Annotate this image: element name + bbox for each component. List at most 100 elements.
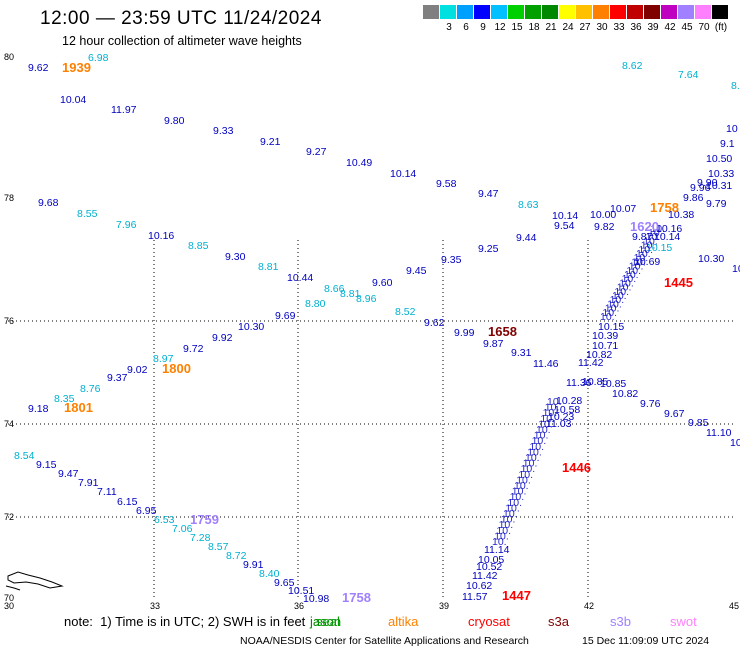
- wave-height-label: 9.30: [225, 251, 246, 263]
- wave-height-label: 6.53: [154, 514, 175, 526]
- wave-height-label: 10.51: [288, 585, 314, 597]
- pass-time-label: 1801: [64, 400, 93, 415]
- wave-height-label-overlap: 10.: [505, 502, 520, 514]
- wave-height-label: 10.85: [582, 376, 608, 388]
- wave-height-label: 10.23: [548, 411, 574, 423]
- legend-swot: swot: [670, 614, 697, 629]
- pass-time-label: 1758: [342, 590, 371, 605]
- wave-height-label: 9.02: [127, 364, 148, 376]
- pass-time-label: 1447: [502, 588, 531, 603]
- wave-height-label: 10.98: [303, 593, 329, 605]
- wave-height-label: 10.30: [698, 253, 724, 265]
- wave-height-label: 10.30: [238, 321, 264, 333]
- wave-height-label-overlap: 10.: [521, 463, 536, 475]
- wave-height-label-overlap: 10.: [619, 277, 634, 289]
- lat-tick-label: 78: [4, 193, 14, 203]
- wave-height-label-overlap: 10.: [610, 294, 625, 306]
- pass-time-label: 1658: [488, 324, 517, 339]
- scale-swatch: [712, 5, 728, 19]
- page-subtitle: 12 hour collection of altimeter wave hei…: [62, 34, 302, 48]
- wave-height-label: 9.72: [183, 343, 204, 355]
- lat-tick-label: 76: [4, 316, 14, 326]
- pass-time-label: 1758: [650, 200, 679, 215]
- wave-height-label-overlap: 10.: [607, 298, 622, 310]
- wave-height-label-overlap: 10.: [492, 536, 507, 548]
- wave-height-label: 10.52: [476, 561, 502, 573]
- wave-height-label: 10.28: [556, 395, 582, 407]
- wave-height-label-overlap: 10.: [514, 480, 529, 492]
- wave-height-label: 10.33: [708, 168, 734, 180]
- wave-height-label: 9.90: [697, 177, 718, 189]
- footnote: note: 1) Time is in UTC; 2) SWH is in fe…: [64, 614, 306, 629]
- wave-height-label: 10.50: [706, 153, 732, 165]
- wave-height-label-overlap: 10.: [648, 227, 663, 239]
- scale-label: 15: [511, 22, 523, 33]
- scale-label: 45: [681, 22, 693, 33]
- wave-height-label: 10.85: [600, 378, 626, 390]
- wave-height-label: 7.06: [172, 523, 193, 535]
- wave-height-label: 7.28: [190, 532, 211, 544]
- wave-height-label: 10.14: [390, 168, 416, 180]
- wave-height-label: 8.62: [622, 60, 643, 72]
- wave-height-label: 8.57: [208, 541, 229, 553]
- wave-height-label: 10.49: [346, 157, 372, 169]
- wave-height-label-overlap: 10.: [534, 430, 549, 442]
- legend-jason: jason: [310, 614, 342, 629]
- wave-height-label: 10.14: [654, 231, 680, 243]
- wave-height-label-overlap: 10.: [529, 441, 544, 453]
- wave-height-label: 8.81: [258, 261, 279, 273]
- wave-height-label: 9.21: [260, 136, 281, 148]
- wave-height-label: 10.07: [610, 203, 636, 215]
- wave-height-label-overlap: 10.: [543, 407, 558, 419]
- wave-height-label: 9.18: [28, 403, 49, 415]
- wave-height-label: 10.82: [586, 349, 612, 361]
- lat-tick-label: 70: [4, 593, 14, 603]
- wave-height-label: 9.65: [274, 577, 295, 589]
- wave-height-label: 9.47: [478, 188, 499, 200]
- pass-time-label: 1939: [62, 60, 91, 75]
- scale-label: 39: [647, 22, 659, 33]
- scale-swatch: [491, 5, 507, 19]
- wave-height-label-overlap: 10.: [617, 282, 632, 294]
- wave-height-label: 9.35: [441, 254, 462, 266]
- wave-height-label: 8.96: [356, 293, 377, 305]
- wave-height-label: 9.45: [406, 265, 427, 277]
- scale-swatch: [695, 5, 711, 19]
- wave-height-label: 10.16: [148, 230, 174, 242]
- wave-height-label-overlap: 10.: [527, 446, 542, 458]
- wave-height-label: 11.14: [484, 544, 510, 556]
- scale-label: 30: [596, 22, 608, 33]
- scale-label: 6: [463, 22, 469, 33]
- scale-label: 42: [664, 22, 676, 33]
- legend-seal: seal: [316, 614, 340, 629]
- wave-height-label-overlap: 10.: [612, 290, 627, 302]
- legend-cryosat: cryosat: [468, 614, 510, 629]
- wave-height-label: 9.68: [38, 197, 59, 209]
- scale-label: 9: [480, 22, 486, 33]
- wave-height-label: 10.15: [646, 242, 672, 254]
- wave-height-label-overlap: 10.: [602, 307, 617, 319]
- wave-height-label: 9.47: [58, 468, 79, 480]
- wave-height-label: 9.87: [483, 338, 504, 350]
- scale-unit: (ft): [714, 22, 728, 33]
- wave-height-label: 9.54: [554, 220, 575, 232]
- wave-height-label-overlap: 10.: [512, 486, 527, 498]
- wave-height-label: 9.86: [683, 192, 704, 204]
- wave-height-label: 9.58: [436, 178, 457, 190]
- wave-height-label: 6.15: [117, 496, 138, 508]
- wave-height-label: 10.71: [592, 340, 618, 352]
- wave-height-label: 10.58: [554, 404, 580, 416]
- wave-height-label: 9.33: [213, 125, 234, 137]
- pass-time-label: 1800: [162, 361, 191, 376]
- wave-height-label: 10.62: [466, 580, 492, 592]
- scale-swatch: [525, 5, 541, 19]
- wave-height-label: 8.54: [14, 450, 35, 462]
- wave-height-label: 11.97: [111, 104, 137, 116]
- scale-swatch: [559, 5, 575, 19]
- wave-height-label-overlap: 10.: [605, 303, 620, 315]
- wave-height-label-overlap: 10.: [624, 269, 639, 281]
- scale-swatch: [627, 5, 643, 19]
- wave-height-label: 9.25: [478, 243, 499, 255]
- wave-height-label: 10.44: [287, 272, 313, 284]
